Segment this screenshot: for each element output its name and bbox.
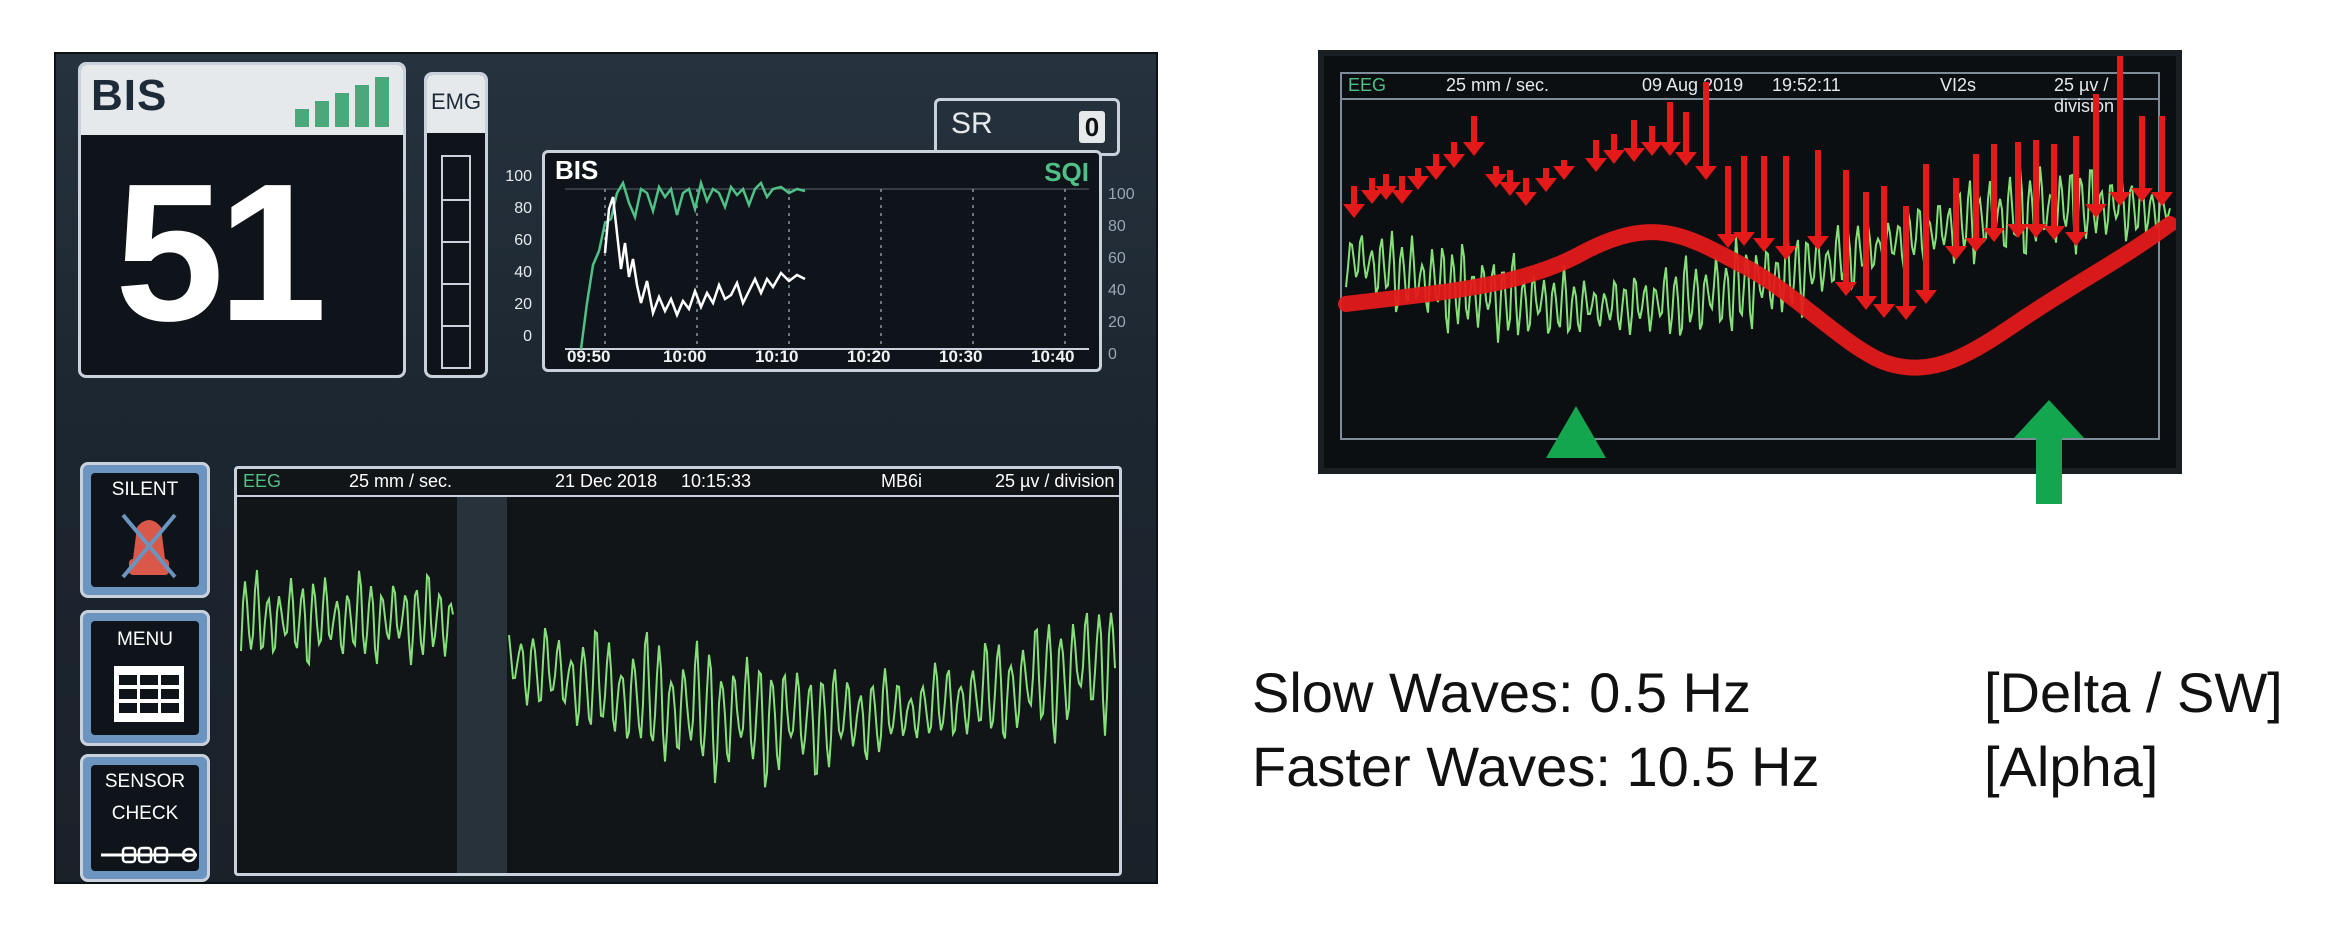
y-tick-right: 80 <box>1108 218 1126 235</box>
bis-trend-line <box>603 196 806 319</box>
green-marker-triangle <box>1546 406 1606 458</box>
y-tick-right: 20 <box>1108 314 1126 331</box>
green-up-arrow-icon <box>2014 400 2084 504</box>
bis-label: BIS <box>91 71 168 120</box>
bis-monitor-screen: BIS 51 EMG SR 0 100 80 60 40 20 0 <box>54 52 1158 884</box>
signal-quality-icon <box>295 77 389 127</box>
sqi-trend-line <box>579 178 806 350</box>
fast-wave-arrows <box>1343 56 2173 320</box>
inset-waveform <box>1338 56 2176 376</box>
faster-waves-text: Faster Waves: 10.5 Hz <box>1252 735 1820 798</box>
bis-index-panel: BIS 51 <box>78 62 406 378</box>
inset-speed: 25 mm / sec. <box>1446 75 1550 95</box>
eeg-waveform <box>240 569 1116 788</box>
menu-label: MENU <box>117 629 173 650</box>
eeg-date: 21 Dec 2018 <box>555 471 658 491</box>
sr-value: 0 <box>1079 111 1105 143</box>
faster-waves-band: [Alpha] <box>1984 735 2159 798</box>
emg-level-bar <box>441 155 471 369</box>
y-tick-left: 40 <box>514 264 532 281</box>
eeg-time: 10:15:33 <box>681 471 752 491</box>
y-tick-right: 40 <box>1108 282 1126 299</box>
eeg-device-id: MB6i <box>881 471 923 491</box>
trend-sqi-label: SQI <box>1044 157 1089 187</box>
inset-date: 09 Aug 2019 <box>1642 75 1744 95</box>
y-tick-right: 0 <box>1108 346 1117 363</box>
annotated-eeg-inset: EEG 25 mm / sec. 09 Aug 2019 19:52:11 VI… <box>1318 50 2182 474</box>
x-tick: 10:30 <box>939 347 983 366</box>
trend-plot <box>565 178 1089 350</box>
menu-button[interactable]: MENU <box>80 610 210 746</box>
bis-panel-header: BIS <box>81 65 403 135</box>
y-tick-left: 60 <box>514 232 532 249</box>
sensor-check-button[interactable]: SENSOR CHECK <box>80 754 210 882</box>
x-tick: 10:20 <box>847 347 891 366</box>
bis-trend-chart: BIS SQI 09:50 10:00 10:10 10:20 10:30 10… <box>542 150 1102 372</box>
slow-waves-text: Slow Waves: 0.5 Hz <box>1252 661 1751 724</box>
eeg-scale: 25 µv / division <box>995 471 1115 491</box>
eeg-speed: 25 mm / sec. <box>349 471 453 491</box>
silent-button[interactable]: SILENT <box>80 462 210 598</box>
trend-title: BIS <box>555 155 599 185</box>
emg-header: EMG <box>427 75 485 133</box>
sensor-strip-icon <box>101 846 197 864</box>
silent-label: SILENT <box>111 479 179 500</box>
slow-waves-band: [Delta / SW] <box>1984 661 2283 724</box>
eeg-header: EEG 25 mm / sec. 21 Dec 2018 10:15:33 MB… <box>237 469 1119 497</box>
sr-label: SR <box>951 107 993 140</box>
sr-panel: SR 0 <box>934 98 1120 156</box>
emg-panel: EMG <box>424 72 488 378</box>
slow-wave-annotation <box>1338 216 2176 376</box>
menu-grid-icon <box>114 666 184 722</box>
inset-scale: 25 µv / division <box>2054 75 2115 116</box>
y-tick-left: 80 <box>514 200 532 217</box>
x-tick: 10:40 <box>1031 347 1075 366</box>
inset-device-id: VI2s <box>1940 75 1977 95</box>
inset-header: EEG 25 mm / sec. 09 Aug 2019 19:52:11 VI… <box>1342 74 2158 116</box>
eeg-waveform-panel: EEG 25 mm / sec. 21 Dec 2018 10:15:33 MB… <box>234 466 1122 876</box>
x-tick: 09:50 <box>567 347 611 366</box>
y-tick-left: 100 <box>505 168 532 185</box>
y-tick-left: 20 <box>514 296 532 313</box>
inset-time: 19:52:11 <box>1772 75 1841 95</box>
inset-eeg-frame: EEG 25 mm / sec. 09 Aug 2019 19:52:11 VI… <box>1340 72 2160 440</box>
inset-eeg-tag: EEG <box>1348 75 1387 95</box>
sensor-label: SENSOR <box>104 771 186 792</box>
x-tick: 10:00 <box>663 347 707 366</box>
alarm-muted-icon <box>121 513 177 579</box>
y-tick-left: 0 <box>523 328 532 345</box>
y-tick-right: 100 <box>1108 186 1135 203</box>
bis-value: 51 <box>115 143 327 362</box>
sweep-cursor <box>457 497 507 873</box>
emg-label: EMG <box>430 89 482 114</box>
check-label: CHECK <box>111 803 179 824</box>
x-tick: 10:10 <box>755 347 799 366</box>
y-tick-right: 60 <box>1108 250 1126 267</box>
eeg-tag: EEG <box>243 471 282 491</box>
